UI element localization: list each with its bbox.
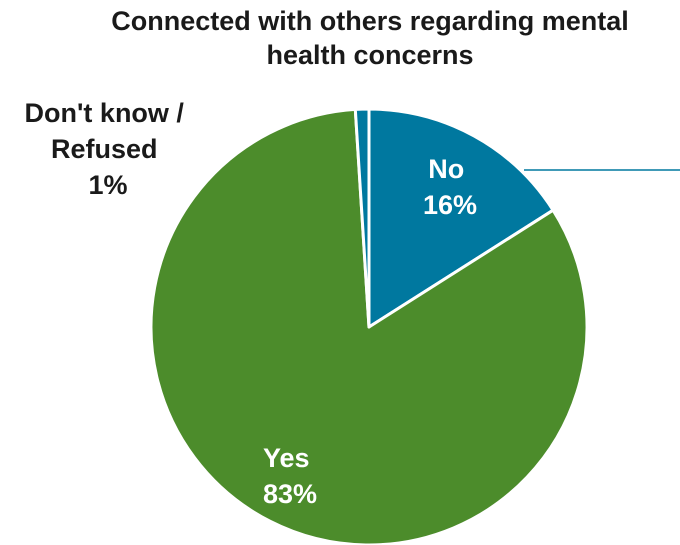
chart-title-line-2: health concerns bbox=[266, 40, 474, 70]
slice-label-dont-know-line-1: Don't know / bbox=[25, 98, 185, 128]
chart-title-line-1: Connected with others regarding mental bbox=[111, 6, 629, 36]
slice-label-dont-know-line-2: Refused bbox=[51, 134, 158, 164]
slice-label-dont-know-value: 1% bbox=[88, 170, 127, 200]
slice-label-no-value: 16% bbox=[423, 190, 477, 220]
pie-slice-don-t-know-refused bbox=[353, 107, 371, 329]
slice-label-no: No 16% bbox=[423, 154, 477, 220]
slice-label-no-name: No bbox=[428, 154, 464, 184]
pie-slice-no bbox=[367, 107, 555, 329]
slice-label-dont-know: Don't know / Refused 1% bbox=[25, 98, 192, 200]
slice-label-yes-value: 83% bbox=[263, 479, 317, 509]
chart-title: Connected with others regarding mental h… bbox=[40, 4, 680, 72]
slice-label-yes: Yes 83% bbox=[263, 443, 317, 509]
pie-slices bbox=[149, 107, 589, 545]
slice-label-yes-name: Yes bbox=[263, 443, 310, 473]
